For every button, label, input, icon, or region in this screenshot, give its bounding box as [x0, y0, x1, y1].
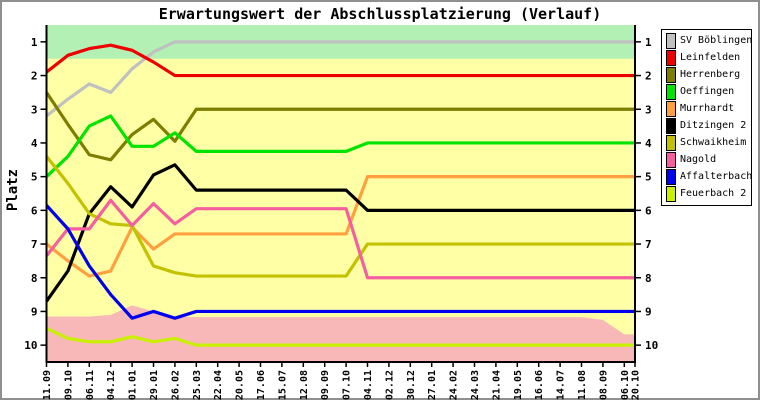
series-line-oeffingen [45, 114, 635, 178]
x-tick-label: 26.02 [170, 370, 181, 400]
x-tick-label: 17.06 [256, 370, 267, 400]
zone-neutral [46, 25, 635, 362]
legend-label: Leinfelden [680, 51, 741, 63]
y-tick-label-left: 10 [24, 339, 37, 352]
series-line-leinfelden [45, 43, 635, 78]
x-tick-label: 02.12 [384, 370, 395, 400]
x-tick-label: 06.10 [620, 370, 631, 400]
legend-item-murrhardt: Murrhardt [666, 100, 750, 117]
y-tick-label-left: 9 [31, 305, 38, 318]
legend-swatch [666, 32, 676, 49]
y-tick-label-left: 5 [31, 171, 38, 184]
legend-swatch [666, 135, 676, 152]
x-tick-label: 04.12 [106, 370, 117, 400]
axis-frame [45, 25, 636, 363]
legend-label: Feuerbach 2 [680, 188, 747, 200]
legend-item-oeffingen: Oeffingen [666, 83, 750, 100]
x-tick-label: 11.09 [42, 370, 53, 400]
y-tick-label-right: 9 [645, 305, 652, 318]
legend-item-affalterbach: Affalterbach [666, 169, 753, 186]
legend-label: Nagold [680, 154, 717, 166]
y-tick-label-left: 2 [31, 70, 38, 83]
y-tick-label-left: 7 [31, 238, 38, 251]
legend-label: Murrhardt [680, 102, 735, 114]
x-tick-label: 12.08 [299, 370, 310, 400]
legend-box: SV Böblingen Leinfelden Herrenberg Oeffinge… [661, 29, 752, 206]
legend-swatch [666, 152, 676, 169]
y-tick-label-right: 5 [645, 171, 652, 184]
series-line-affalterbach [45, 204, 635, 320]
series-line-murrhardt [45, 175, 635, 278]
legend-item-ditzingen-2: Ditzingen 2 [666, 118, 750, 135]
legend-label: Schwaikheim [680, 137, 747, 149]
x-tick-label: 19.05 [513, 370, 524, 400]
y-tick-label-right: 2 [645, 70, 652, 83]
legend-swatch [666, 186, 676, 203]
x-tick-label: 22.04 [213, 370, 224, 400]
x-tick-label: 01.01 [128, 370, 139, 400]
x-tick-label: 25.03 [192, 370, 203, 400]
legend-label: Ditzingen 2 [680, 120, 747, 132]
y-tick-label-left: 3 [31, 103, 38, 116]
legend-item-leinfelden: Leinfelden [666, 49, 750, 66]
y-tick-label-right: 8 [645, 272, 652, 285]
legend-item-nagold: Nagold [666, 152, 750, 169]
legend-item-feuerbach-2: Feuerbach 2 [666, 186, 750, 203]
legend-swatch [666, 83, 676, 100]
series-line-herrenberg [45, 91, 635, 162]
x-tick-label: 20.05 [235, 370, 246, 400]
legend-label: Herrenberg [680, 68, 741, 80]
x-tick-label: 09.10 [63, 370, 74, 400]
y-tick-label-right: 1 [645, 36, 652, 49]
legend-item-schwaikheim: Schwaikheim [666, 135, 750, 152]
x-tick-label: 24.02 [449, 370, 460, 400]
legend-item-sv-b-blingen: SV Böblingen [666, 32, 753, 49]
legend-swatch [666, 118, 676, 135]
y-tick-label-right: 6 [645, 204, 652, 217]
x-tick-label: 29.01 [149, 370, 160, 400]
legend-item-herrenberg: Herrenberg [666, 66, 750, 83]
chart-title: Erwartungswert der Abschlussplatzierung … [158, 5, 602, 23]
y-tick-label-right: 10 [645, 339, 658, 352]
x-tick-label: 21.04 [491, 370, 502, 400]
legend-swatch [666, 49, 676, 66]
y-tick-label-right: 7 [645, 238, 652, 251]
y-tick-label-right: 4 [645, 137, 652, 150]
y-tick-label-left: 6 [31, 204, 38, 217]
y-tick-label-right: 3 [645, 103, 652, 116]
x-tick-label: 04.11 [363, 370, 374, 400]
x-tick-label: 09.09 [320, 370, 331, 400]
series-line-nagold [45, 198, 635, 280]
x-tick-label: 07.10 [342, 370, 353, 400]
x-tick-label: 16.06 [534, 370, 545, 400]
x-tick-label: 20.10 [631, 370, 642, 400]
legend-swatch [666, 169, 676, 186]
legend-swatch [666, 100, 676, 117]
x-tick-label: 24.03 [470, 370, 481, 400]
y-tick-label-left: 4 [31, 137, 38, 150]
legend-swatch [666, 66, 676, 83]
legend-label: SV Böblingen [680, 34, 753, 46]
series-line-feuerbach-2 [45, 326, 635, 347]
x-tick-label: 11.08 [577, 370, 588, 400]
x-tick-label: 27.01 [427, 370, 438, 400]
legend-label: Oeffingen [680, 85, 735, 97]
y-tick-label-left: 8 [31, 272, 38, 285]
legend-label: Affalterbach [680, 171, 753, 183]
zone-relegation [46, 305, 635, 362]
y-tick-label-left: 1 [31, 36, 38, 49]
series-line-schwaikheim [45, 155, 635, 278]
series-line-ditzingen-2 [45, 163, 635, 303]
x-tick-label: 30.12 [406, 370, 417, 400]
x-tick-label: 15.07 [277, 370, 288, 400]
x-tick-label: 06.11 [85, 370, 96, 400]
x-tick-label: 08.09 [598, 370, 609, 400]
x-tick-label: 14.07 [556, 370, 567, 400]
